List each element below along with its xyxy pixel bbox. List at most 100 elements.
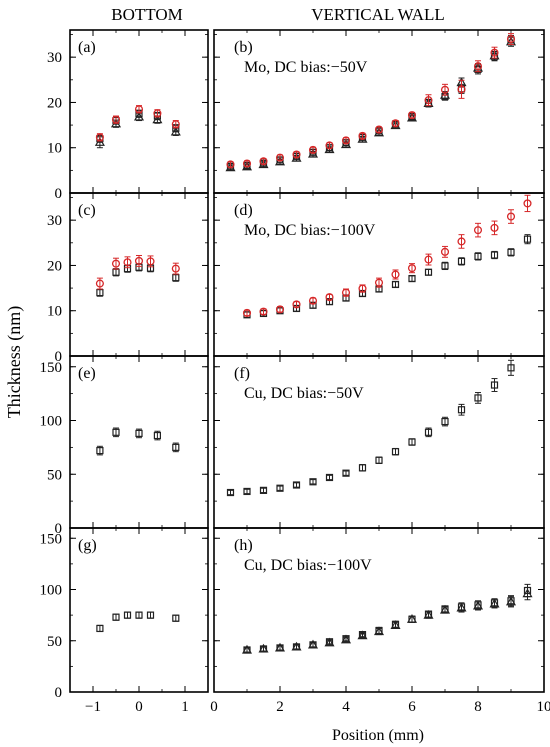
panel-e: 0 50 100 150 (e)	[40, 355, 209, 537]
data-point-triangle	[274, 156, 286, 166]
data-point-square	[523, 235, 532, 243]
panel-label-f: (f)	[234, 365, 250, 382]
data-point-square	[424, 610, 433, 618]
panel-label-b: (b)	[234, 39, 253, 56]
data-point-square	[474, 394, 482, 402]
data-point-circle	[308, 296, 318, 305]
y-tick-label: 10	[47, 304, 62, 320]
data-point-square	[309, 641, 317, 649]
data-point-circle	[111, 259, 121, 268]
data-point-square	[259, 645, 268, 653]
data-point-circle	[171, 264, 180, 273]
data-point-circle	[424, 255, 433, 264]
data-point-circle	[292, 150, 301, 159]
data-point-square	[424, 428, 433, 436]
x-tick-label: 4	[342, 699, 350, 715]
data-point-square	[490, 599, 499, 607]
panel-c: 0 10 20 30 (c)	[47, 192, 209, 365]
data-point-square	[408, 615, 416, 623]
data-point-triangle	[357, 630, 368, 640]
data-point-circle	[308, 145, 318, 155]
data-point-square	[457, 257, 466, 265]
data-point-square	[96, 447, 104, 455]
data-point-square	[276, 484, 284, 492]
y-tick-label: 10	[47, 141, 62, 157]
y-tick-label: 30	[47, 213, 62, 229]
panel-frame	[213, 192, 545, 357]
y-tick-label: 150	[40, 531, 63, 547]
data-point-square	[135, 429, 143, 437]
data-point-square	[490, 251, 499, 259]
data-point-circle	[242, 308, 252, 318]
panel-annotation-d: Mo, DC bias:−100V	[244, 222, 376, 239]
panel-annotation-f: Cu, DC bias:−50V	[244, 385, 364, 402]
data-point-square	[474, 252, 482, 260]
data-point-square	[474, 601, 482, 609]
data-point-square	[153, 431, 161, 440]
panel-g: 0 50 100 150 −1 0 1 (g)	[40, 527, 209, 715]
data-point-circle	[358, 284, 367, 293]
data-point-square	[276, 644, 284, 652]
data-point-circle	[506, 35, 516, 44]
data-point-square	[342, 469, 350, 477]
x-tick-label: −1	[85, 699, 101, 715]
data-point-circle	[123, 258, 132, 267]
data-point-square	[96, 624, 104, 633]
data-point-circle	[146, 257, 155, 266]
panel-d: (d) Mo, DC bias:−100V	[213, 192, 545, 357]
panel-f: (f) Cu, DC bias:−50V	[213, 355, 545, 529]
data-point-square	[135, 611, 143, 619]
data-point-circle	[325, 293, 334, 302]
data-point-square	[96, 289, 104, 297]
panel-label-g: (g)	[78, 537, 97, 554]
data-point-square	[123, 611, 132, 619]
data-point-circle	[341, 136, 351, 145]
x-tick-label: 10	[537, 699, 550, 715]
data-point-circle	[374, 278, 384, 287]
data-point-square	[172, 614, 180, 622]
data-point-circle	[134, 256, 144, 265]
x-tick-label: 1	[181, 699, 189, 715]
data-point-triangle	[390, 120, 401, 130]
panel-label-h: (h)	[234, 537, 253, 554]
data-point-square	[342, 635, 350, 643]
data-point-circle	[440, 247, 450, 256]
y-tick-label: 20	[47, 258, 62, 274]
data-point-square	[391, 280, 400, 289]
data-point-square	[391, 620, 400, 628]
x-tick-label: 0	[210, 699, 218, 715]
data-point-circle	[153, 109, 162, 118]
data-point-circle	[473, 226, 483, 235]
panel-annotation-b: Mo, DC bias:−50V	[244, 59, 368, 76]
panel-label-e: (e)	[78, 365, 96, 382]
y-tick-label: 100	[40, 583, 63, 599]
x-tick-label: 8	[474, 699, 482, 715]
data-point-square	[408, 274, 416, 283]
data-point-circle	[226, 160, 235, 169]
data-point-circle	[134, 105, 144, 114]
x-tick-label: 0	[135, 699, 143, 715]
data-point-circle	[275, 153, 285, 162]
data-point-square	[457, 603, 466, 611]
data-point-circle	[341, 288, 351, 297]
header-vertical-wall: VERTICAL WALL	[311, 5, 445, 24]
data-point-square	[226, 488, 235, 497]
panel-annotation-h: Cu, DC bias:−100V	[244, 557, 372, 574]
data-point-circle	[457, 237, 466, 246]
panel-b: (b) Mo, DC bias:−50V	[213, 29, 545, 194]
data-point-square	[490, 381, 499, 389]
data-point-triangle	[390, 620, 401, 629]
data-point-square	[259, 486, 268, 494]
data-point-square	[292, 643, 301, 651]
data-point-circle	[457, 85, 466, 94]
panel-frame	[213, 527, 545, 693]
data-point-square	[309, 478, 317, 486]
data-point-circle	[171, 120, 180, 129]
data-point-circle	[111, 115, 121, 124]
data-point-circle	[473, 62, 483, 71]
data-point-circle	[95, 279, 104, 288]
data-point-square	[441, 417, 449, 426]
data-point-circle	[391, 270, 400, 279]
y-tick-label: 30	[47, 50, 62, 66]
